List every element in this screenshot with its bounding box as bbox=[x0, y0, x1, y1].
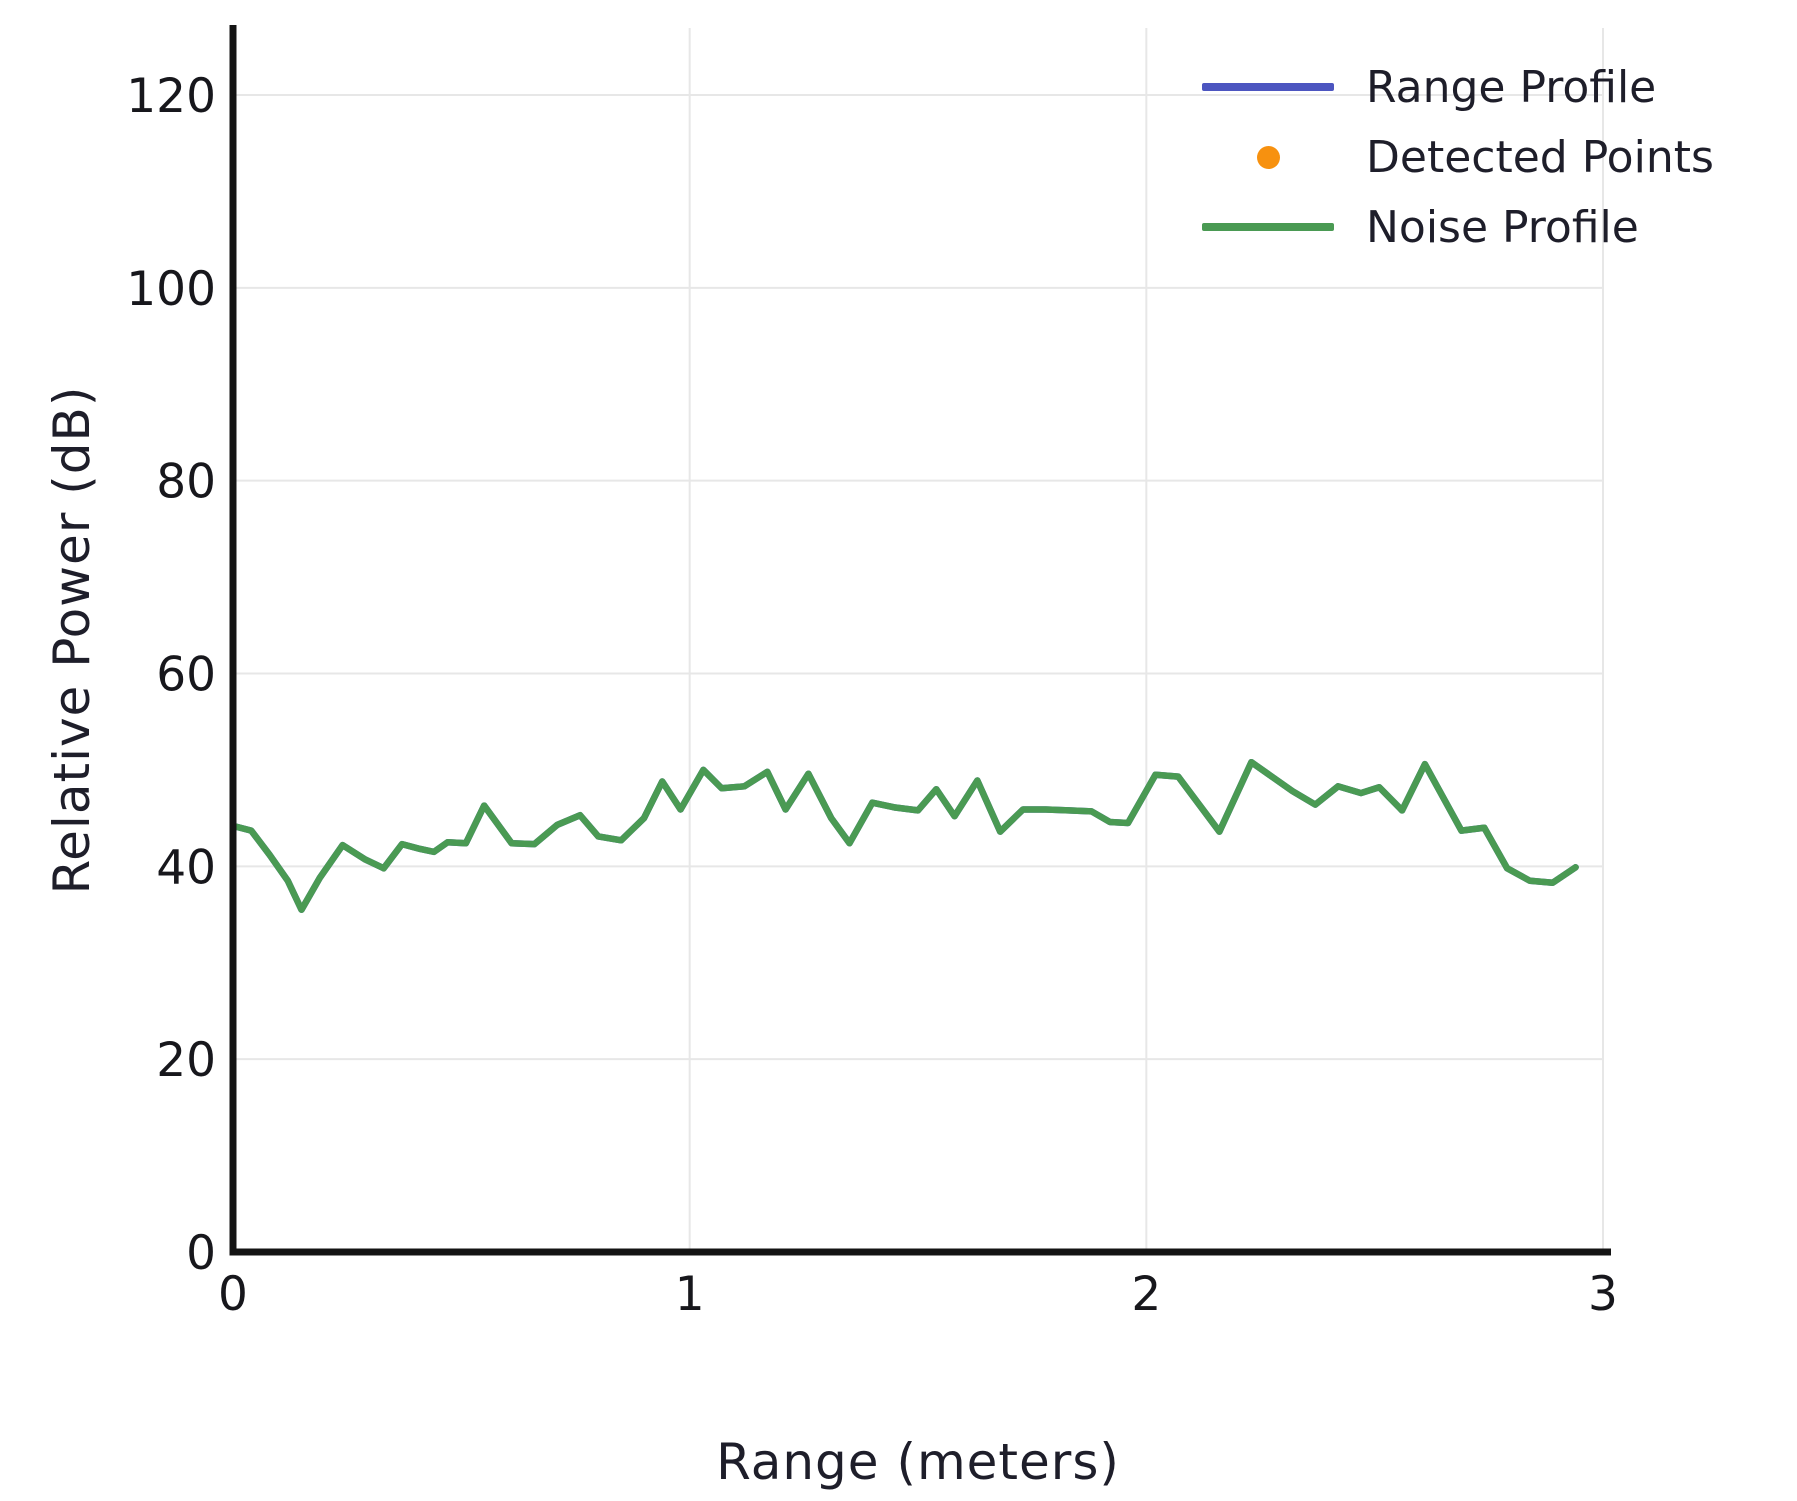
x-axis-title: Range (meters) bbox=[716, 1433, 1120, 1491]
x-tick-label: 0 bbox=[218, 1267, 248, 1322]
y-tick-label: 20 bbox=[156, 1033, 216, 1088]
legend-label: Range Profile bbox=[1366, 61, 1657, 113]
y-tick-label: 60 bbox=[156, 647, 216, 702]
y-tick-label: 80 bbox=[156, 455, 216, 510]
x-tick-label: 3 bbox=[1588, 1267, 1618, 1322]
range-profile-line-icon bbox=[1198, 52, 1338, 122]
x-tick-label: 2 bbox=[1131, 1267, 1161, 1322]
legend-label: Noise Profile bbox=[1366, 201, 1639, 253]
legend-item-detected-points: Detected Points bbox=[1198, 122, 1714, 192]
y-tick-label: 120 bbox=[126, 69, 216, 124]
noise-profile-line-icon bbox=[1198, 192, 1338, 262]
legend-label: Detected Points bbox=[1366, 131, 1714, 183]
y-axis-title: Relative Power (dB) bbox=[43, 385, 101, 895]
legend: Range Profile Detected Points Noise Prof… bbox=[1198, 52, 1714, 262]
series-range-profile bbox=[229, 758, 1579, 913]
legend-item-range-profile: Range Profile bbox=[1198, 52, 1714, 122]
series-noise-profile bbox=[229, 758, 1579, 913]
legend-item-noise-profile: Noise Profile bbox=[1198, 192, 1714, 262]
y-tick-label: 0 bbox=[186, 1226, 216, 1281]
detected-points-dot-icon bbox=[1198, 122, 1338, 192]
y-tick-label: 100 bbox=[126, 262, 216, 317]
y-tick-label: 40 bbox=[156, 840, 216, 895]
x-tick-label: 1 bbox=[675, 1267, 705, 1322]
